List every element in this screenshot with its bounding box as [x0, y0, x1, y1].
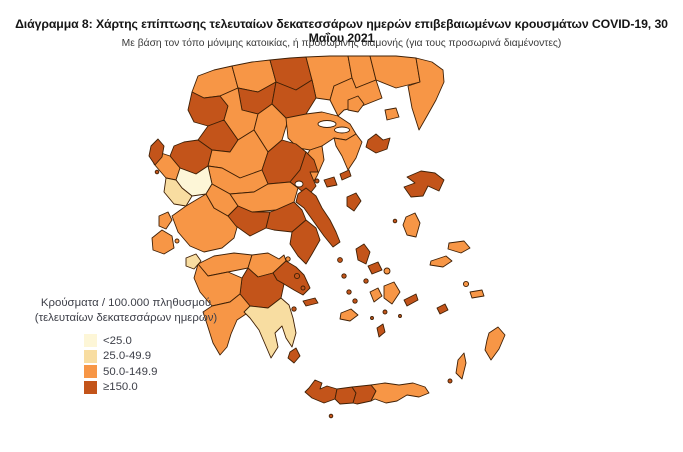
- island-corfu: [148, 138, 165, 166]
- legend-items: <25.0 25.0-49.9 50.0-149.9 ≥150.0: [84, 333, 228, 395]
- island-skyros: [346, 192, 362, 212]
- island-tinos: [367, 261, 383, 275]
- legend: Κρούσματα / 100.000 πληθυσμού (τελευταίω…: [28, 296, 228, 395]
- region-athos: [333, 133, 363, 171]
- legend-row-class-2: 50.0-149.9: [84, 364, 228, 380]
- island-poros: [300, 285, 306, 291]
- island-lefkada: [158, 211, 173, 230]
- region-lasithi: [370, 382, 430, 404]
- legend-title-line1: Κρούσματα / 100.000 πληθυσμού: [40, 297, 212, 309]
- island-santorini: [376, 323, 386, 338]
- lake-koroneia: [317, 120, 337, 128]
- island-lesvos: [403, 170, 445, 198]
- lake-volvi: [334, 126, 350, 134]
- island-ithaki: [174, 238, 180, 244]
- island-kythira: [287, 347, 301, 364]
- island-astypalea: [436, 303, 449, 315]
- island-sifnos: [352, 298, 358, 304]
- legend-row-class-3: ≥150.0: [84, 380, 228, 396]
- region-messinia: [202, 293, 251, 356]
- island-karpathos: [455, 352, 467, 380]
- region-laconia: [243, 297, 297, 359]
- island-naxos: [383, 281, 401, 305]
- island-paxoi: [154, 169, 160, 175]
- island-limnos: [365, 133, 391, 154]
- islet-2: [370, 316, 374, 320]
- chart-subtitle: Με βάση τον τόπο μόνιμης κατοικίας, ή πρ…: [121, 38, 562, 49]
- legend-label-50-149: 50.0-149.9: [103, 365, 158, 378]
- island-paros: [369, 287, 383, 303]
- island-psara: [392, 218, 398, 224]
- legend-label-25-49: 25.0-49.9: [103, 350, 152, 363]
- island-mykonos: [383, 267, 391, 275]
- region-evros: [407, 57, 445, 131]
- island-skopelos: [323, 176, 338, 188]
- chart-title: Διάγραμμα 8: Χάρτης επίπτωσης τελευταίων…: [15, 17, 668, 45]
- island-gavdos: [328, 413, 334, 419]
- island-thasos: [347, 95, 365, 113]
- legend-swatch-25-49: [84, 349, 97, 363]
- island-spetses: [291, 306, 297, 312]
- island-aegina: [293, 272, 301, 280]
- island-salamina: [285, 256, 291, 262]
- legend-swatch-under-25: [84, 334, 97, 348]
- legend-title: Κρούσματα / 100.000 πληθυσμού (τελευταίω…: [28, 296, 224, 326]
- island-samothraki: [384, 107, 400, 121]
- island-serifos: [346, 289, 352, 295]
- island-milos: [339, 308, 359, 322]
- island-chios: [402, 212, 421, 238]
- legend-label-under-25: <25.0: [103, 334, 132, 347]
- island-kasos: [447, 378, 453, 384]
- island-kos: [469, 289, 485, 299]
- island-kefalonia: [151, 229, 175, 255]
- region-chania: [304, 379, 338, 404]
- island-samos: [447, 240, 471, 254]
- island-zakynthos: [185, 253, 202, 270]
- island-ios: [382, 309, 388, 315]
- region-rethymno: [334, 386, 357, 405]
- island-andros: [355, 243, 371, 265]
- island-amorgos: [403, 293, 419, 307]
- island-skiathos: [314, 178, 320, 184]
- region-preveza: [163, 177, 193, 207]
- island-hydra: [302, 297, 319, 307]
- island-ikaria: [429, 255, 453, 268]
- region-attica: [289, 219, 321, 265]
- legend-swatch-50-149: [84, 365, 97, 379]
- legend-title-line2: (τελευταίων δεκατεσσάρων ημερών): [34, 312, 218, 325]
- island-syros: [363, 278, 369, 284]
- region-evia: [295, 187, 341, 248]
- island-kalymnos: [462, 280, 470, 288]
- island-kea: [337, 257, 343, 263]
- islet-1: [398, 314, 402, 318]
- island-alonnisos: [339, 169, 352, 181]
- legend-row-class-0: <25.0: [84, 333, 228, 349]
- pagasetic-gulf: [294, 180, 304, 188]
- region-fokida: [227, 205, 271, 237]
- legend-row-class-1: 25.0-49.9: [84, 349, 228, 365]
- island-kythnos: [341, 273, 347, 279]
- region-heraklion: [351, 384, 377, 405]
- legend-swatch-over-150: [84, 380, 97, 394]
- island-rhodes: [484, 326, 506, 361]
- legend-label-over-150: ≥150.0: [103, 381, 138, 394]
